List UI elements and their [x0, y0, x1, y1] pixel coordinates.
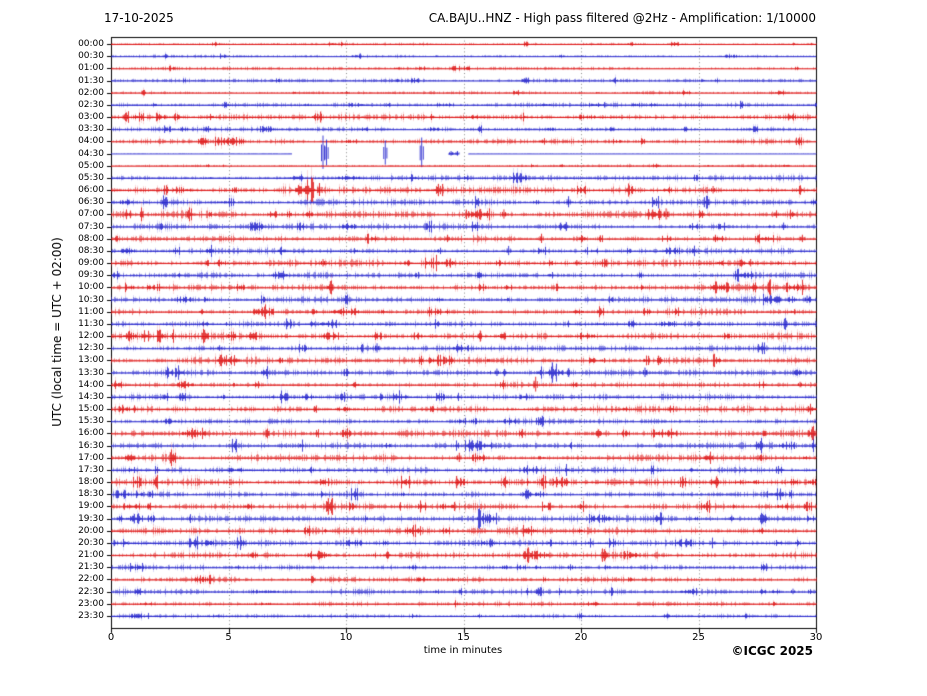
plot-title: CA.BAJU..HNZ - High pass filtered @2Hz -…	[428, 11, 816, 25]
y-axis-title: UTC (local time = UTC + 02:00)	[50, 237, 64, 427]
x-axis-title: time in minutes	[423, 645, 503, 656]
date-label: 17-10-2025	[104, 11, 174, 25]
copyright-label: ©ICGC 2025	[731, 644, 813, 658]
